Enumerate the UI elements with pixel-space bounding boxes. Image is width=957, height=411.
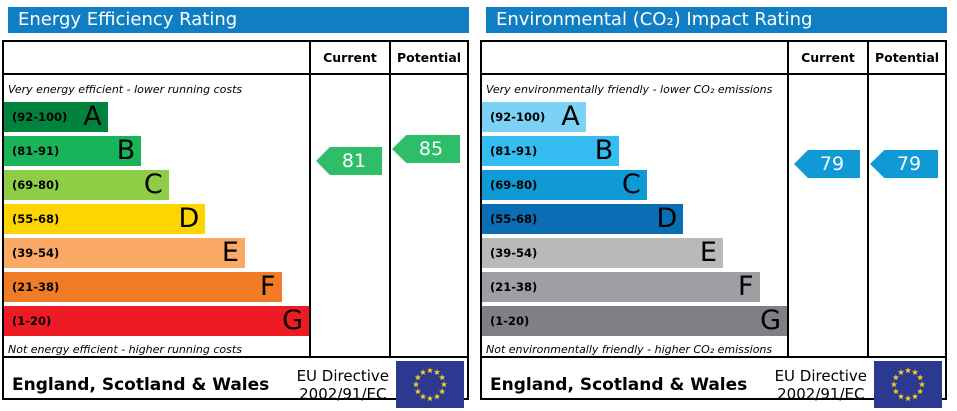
band-letter: D [178, 203, 200, 234]
band-range: (21-38) [12, 280, 60, 294]
current-rating-arrow: 81 [316, 147, 382, 175]
eu-flag-icon [396, 361, 464, 408]
column-header-row: Current Potential [482, 42, 945, 75]
potential-rating-arrow: 85 [392, 135, 460, 163]
band-letter: G [760, 305, 781, 336]
band-range: (39-54) [12, 246, 60, 260]
energy-efficiency-panel: Energy Efficiency Rating Current Potenti… [2, 7, 469, 408]
top-caption: Very energy efficient - lower running co… [8, 83, 243, 96]
band-chart-area: Very environmentally friendly - lower CO… [482, 75, 787, 356]
band-letter: E [221, 237, 239, 268]
band-range: (81-91) [12, 144, 60, 158]
current-column-header: Current [309, 42, 389, 73]
band-letter: A [83, 101, 102, 132]
band-range: (55-68) [490, 212, 538, 226]
band-e: (39-54) E [482, 238, 723, 268]
potential-rating-arrow: 79 [870, 150, 938, 178]
column-header-row: Current Potential [4, 42, 467, 75]
environmental-rating-table: Current Potential Very environmentally f… [480, 40, 947, 408]
band-letter: C [143, 169, 163, 200]
band-chart-area: Very energy efficient - lower running co… [4, 75, 309, 356]
band-letter: D [656, 203, 678, 234]
band-a: (92-100) A [4, 102, 108, 132]
eu-flag-icon [874, 361, 942, 408]
band-c: (69-80) C [4, 170, 169, 200]
band-letter: B [116, 135, 136, 166]
band-letter: C [621, 169, 641, 200]
band-range: (21-38) [490, 280, 538, 294]
current-column [787, 75, 867, 356]
current-column-header: Current [787, 42, 867, 73]
current-column [309, 75, 389, 356]
potential-rating-value: 85 [418, 138, 444, 160]
band-e: (39-54) E [4, 238, 245, 268]
band-range: (39-54) [490, 246, 538, 260]
panel-footer: England, Scotland & Wales EU Directive 2… [482, 356, 945, 411]
band-range: (55-68) [12, 212, 60, 226]
band-b: (81-91) B [482, 135, 620, 166]
band-f: (21-38) F [4, 272, 282, 302]
band-range: (69-80) [12, 178, 60, 192]
bottom-caption: Not energy efficient - higher running co… [8, 343, 242, 356]
band-f: (21-38) F [482, 272, 760, 302]
band-d: (55-68) D [482, 203, 684, 234]
band-g: (1-20) G [482, 306, 787, 336]
bottom-caption: Not environmentally friendly - higher CO… [486, 343, 773, 356]
band-letter: E [699, 237, 717, 268]
eu-directive-label: EU Directive 2002/91/EC [774, 366, 867, 403]
eu-directive-label: EU Directive 2002/91/EC [296, 366, 389, 403]
energy-rating-table: Current Potential Very energy efficient … [2, 40, 469, 408]
region-label: England, Scotland & Wales [490, 374, 748, 395]
band-range: (81-91) [490, 144, 538, 158]
panel-footer: England, Scotland & Wales EU Directive 2… [4, 356, 467, 411]
band-g: (1-20) G [4, 306, 309, 336]
band-a: (92-100) A [482, 102, 586, 132]
environmental-impact-panel: Environmental (CO₂) Impact Rating Curren… [480, 7, 947, 408]
band-range: (92-100) [490, 110, 546, 124]
potential-column [867, 75, 945, 356]
band-letter: F [260, 271, 276, 302]
top-caption: Very environmentally friendly - lower CO… [486, 83, 773, 96]
rating-chart-body: Very environmentally friendly - lower CO… [482, 75, 945, 356]
epc-ratings-container: Energy Efficiency Rating Current Potenti… [2, 7, 947, 408]
potential-column [389, 75, 467, 356]
band-range: (69-80) [490, 178, 538, 192]
potential-column-header: Potential [867, 42, 945, 73]
band-letter: A [561, 101, 580, 132]
environmental-panel-title: Environmental (CO₂) Impact Rating [486, 7, 947, 33]
band-b: (81-91) B [4, 135, 142, 166]
band-letter: B [594, 135, 614, 166]
band-d: (55-68) D [4, 203, 206, 234]
band-letter: G [282, 305, 303, 336]
energy-panel-title: Energy Efficiency Rating [8, 7, 469, 33]
current-rating-arrow: 79 [794, 150, 860, 178]
current-rating-value: 79 [819, 153, 845, 175]
potential-rating-value: 79 [896, 153, 922, 175]
potential-column-header: Potential [389, 42, 467, 73]
band-letter: F [738, 271, 754, 302]
band-range: (92-100) [12, 110, 68, 124]
chart-header-spacer [482, 42, 787, 73]
chart-header-spacer [4, 42, 309, 73]
band-range: (1-20) [490, 314, 530, 328]
current-rating-value: 81 [341, 150, 367, 172]
region-label: England, Scotland & Wales [12, 374, 270, 395]
band-range: (1-20) [12, 314, 52, 328]
rating-chart-body: Very energy efficient - lower running co… [4, 75, 467, 356]
band-c: (69-80) C [482, 170, 647, 200]
